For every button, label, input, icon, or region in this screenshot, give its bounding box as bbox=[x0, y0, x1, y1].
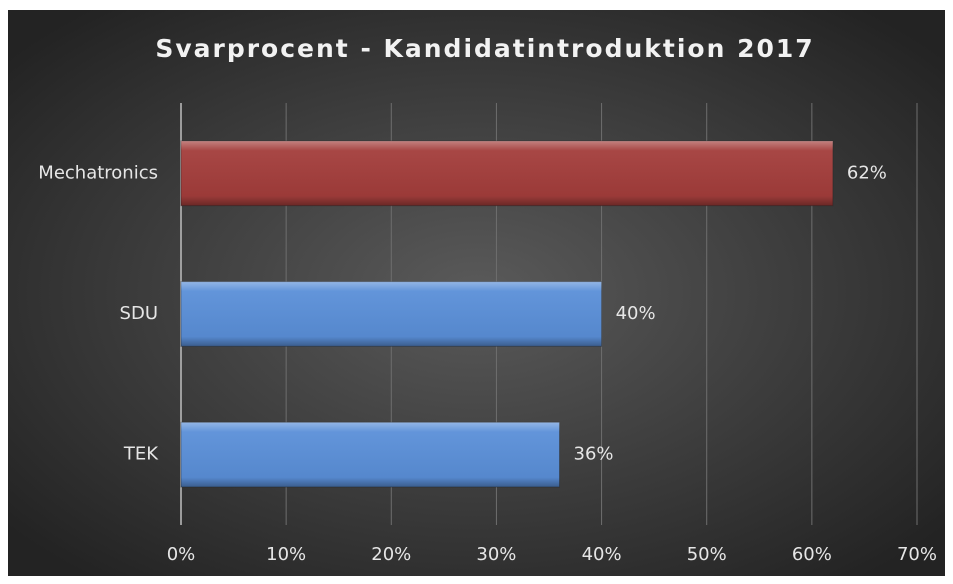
bar bbox=[180, 281, 603, 347]
x-tick-label: 40% bbox=[582, 544, 622, 565]
x-tick-label: 60% bbox=[792, 544, 832, 565]
value-label: 62% bbox=[847, 162, 887, 183]
x-tick-label: 50% bbox=[687, 544, 727, 565]
y-tick-label: TEK bbox=[123, 444, 159, 465]
value-label: 40% bbox=[616, 303, 656, 324]
bar bbox=[180, 140, 834, 207]
x-tick-label: 70% bbox=[897, 544, 937, 565]
x-tick-label: 10% bbox=[266, 544, 306, 565]
bar bbox=[180, 421, 561, 488]
x-tick-label: 0% bbox=[167, 544, 196, 565]
value-label: 36% bbox=[574, 444, 614, 465]
y-tick-label: SDU bbox=[120, 303, 158, 324]
chart-title: Svarprocent - Kandidatintroduktion 2017 bbox=[155, 34, 814, 63]
y-tick-label: Mechatronics bbox=[38, 162, 158, 183]
x-tick-label: 20% bbox=[371, 544, 411, 565]
x-tick-label: 30% bbox=[476, 544, 516, 565]
